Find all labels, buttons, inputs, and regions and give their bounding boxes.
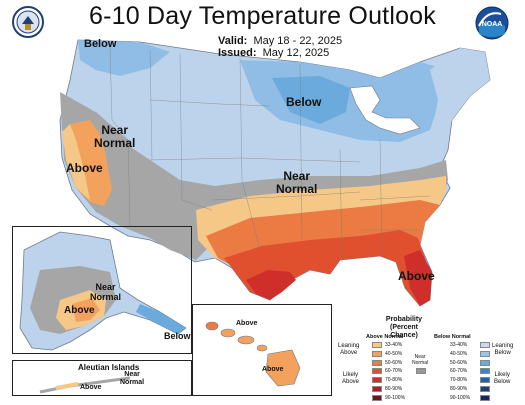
legend-below-range: 33-40%: [450, 342, 468, 348]
legend-below-swatch: [480, 359, 490, 366]
issued-label: Issued:: [218, 47, 257, 59]
ak-near-line1: Near: [95, 282, 116, 292]
legend-below-swatch: [480, 368, 490, 375]
legend-below-range: 80-90%: [450, 386, 468, 392]
legend-leaning-below-1: Leaning: [492, 343, 514, 349]
page-title: 6-10 Day Temperature Outlook: [89, 2, 436, 30]
legend-title-line2: (Percent Chance): [389, 324, 418, 339]
legend-leaning-below: Leaning Below: [492, 343, 513, 357]
legend-above-swatch: [372, 350, 382, 357]
date-block: Valid: May 18 - 22, 2025 Issued: May 12,…: [218, 35, 342, 59]
legend-title: Probability (Percent Chance): [380, 316, 428, 340]
legend-above-swatch: [372, 377, 382, 384]
aleutian-title: Aleutian Islands: [78, 363, 140, 372]
alaska-inset-frame: [12, 226, 192, 354]
legend-above-swatch: [372, 342, 382, 348]
legend-leaning-above-2: Above: [340, 350, 358, 356]
mid-near-line2: Normal: [276, 182, 318, 196]
legend-below-swatch: [480, 394, 490, 401]
mid-near-line1: Near: [283, 169, 311, 183]
ca-above-light: [62, 124, 90, 200]
pnw-below-area: [78, 40, 170, 76]
state-lines: [109, 45, 431, 263]
mid-near-label: Near Normal: [276, 170, 317, 196]
florida-above-core: [404, 250, 432, 306]
legend-below-range: 60-70%: [450, 368, 468, 375]
ca-above-label: Above: [66, 161, 103, 175]
aleutian-near-line1: Near: [124, 371, 140, 378]
ak-near-line2: Normal: [90, 292, 122, 302]
aleutian-near-line2: Normal: [120, 379, 145, 386]
alaska-panhandle-below: [136, 304, 186, 334]
legend-likely-above-1: Likely: [342, 372, 359, 378]
legend-above-range: 90-100%: [385, 394, 406, 401]
legend-above-swatch: [372, 394, 382, 401]
ak-above-label: Above: [64, 305, 95, 316]
lakes-below-core: [272, 76, 350, 124]
aleutian-inset-frame: [12, 360, 192, 396]
legend-above-head: Above Normal: [366, 334, 404, 340]
legend-near-normal-2: Normal: [412, 360, 429, 366]
legend-near-normal: Near Normal: [412, 354, 428, 366]
legend-likely-below: Likely Below: [494, 372, 510, 386]
legend-above-swatch: [372, 368, 382, 375]
legend-above-range: 60-70%: [385, 368, 403, 375]
legend-leaning-above: Leaning Above: [338, 343, 359, 357]
texas-above-core: [246, 270, 296, 300]
legend-below-swatch: [480, 386, 490, 392]
legend-above-range: 50-60%: [385, 359, 403, 366]
legend-above-range: 40-50%: [385, 350, 403, 357]
legend-near-swatch: [416, 368, 426, 374]
legend-below-range: 50-60%: [450, 359, 468, 366]
legend-above-range: 70-80%: [385, 377, 403, 384]
hi-above-label-1: Above: [236, 320, 258, 327]
aleutian-near-label: Near Normal: [120, 371, 144, 387]
legend-likely-below-1: Likely: [494, 372, 510, 378]
great-lakes: [349, 85, 421, 135]
valid-label: Valid:: [218, 35, 248, 47]
legend-likely-above-2: Above: [342, 379, 360, 385]
hawaii-islands: [205, 321, 301, 387]
legend-leaning-below-2: Below: [494, 350, 511, 356]
ca-near-label: Near Normal: [94, 124, 135, 150]
legend-title-line1: Probability: [385, 316, 423, 323]
issued-value: May 12, 2025: [262, 47, 330, 59]
noaa-logo-text: NOAA: [482, 21, 503, 28]
alaska-above-core: [72, 298, 100, 322]
ca-near-line2: Normal: [94, 136, 136, 150]
noaa-logo-icon: NOAA: [475, 6, 509, 40]
legend-below-swatch: [480, 342, 490, 348]
legend-near-normal-1: Near: [414, 354, 426, 360]
legend-below-range: 40-50%: [450, 350, 468, 357]
aleutian-chain: [39, 376, 131, 394]
legend-below-swatch: [480, 377, 490, 384]
legend-below-range: 70-80%: [450, 377, 468, 384]
hi-above-label-2: Above: [262, 366, 284, 373]
aleutian-above-label: Above: [80, 384, 102, 391]
legend-above-swatch: [372, 359, 382, 366]
pnw-below-label: Below: [84, 38, 117, 50]
legend-above-range: 80-90%: [385, 386, 403, 392]
legend-likely-below-2: Below: [494, 379, 511, 385]
ak-near-label: Near Normal: [90, 282, 121, 302]
valid-value: May 18 - 22, 2025: [253, 35, 343, 47]
ak-below-label: Below: [164, 331, 191, 341]
se-above-label: Above: [398, 269, 435, 283]
legend-above-range: 33-40%: [385, 342, 403, 348]
legend-above-swatch: [372, 386, 382, 392]
valid-row: Valid: May 18 - 22, 2025: [218, 35, 342, 47]
northeast-below: [430, 48, 490, 140]
commerce-seal-icon: [12, 6, 44, 38]
legend-below-head: Below Normal: [434, 334, 471, 340]
legend-leaning-above-1: Leaning: [338, 343, 360, 349]
aleutian-above: [55, 382, 79, 390]
issued-row: Issued: May 12, 2025: [218, 47, 342, 59]
legend-below-swatch: [480, 350, 490, 357]
lakes-below-label: Below: [286, 95, 322, 109]
hawaii-inset-frame: [192, 304, 332, 396]
legend-likely-above: Likely Above: [342, 372, 359, 386]
legend-below-range: 90-100%: [450, 394, 471, 401]
ca-near-line1: Near: [101, 123, 129, 137]
